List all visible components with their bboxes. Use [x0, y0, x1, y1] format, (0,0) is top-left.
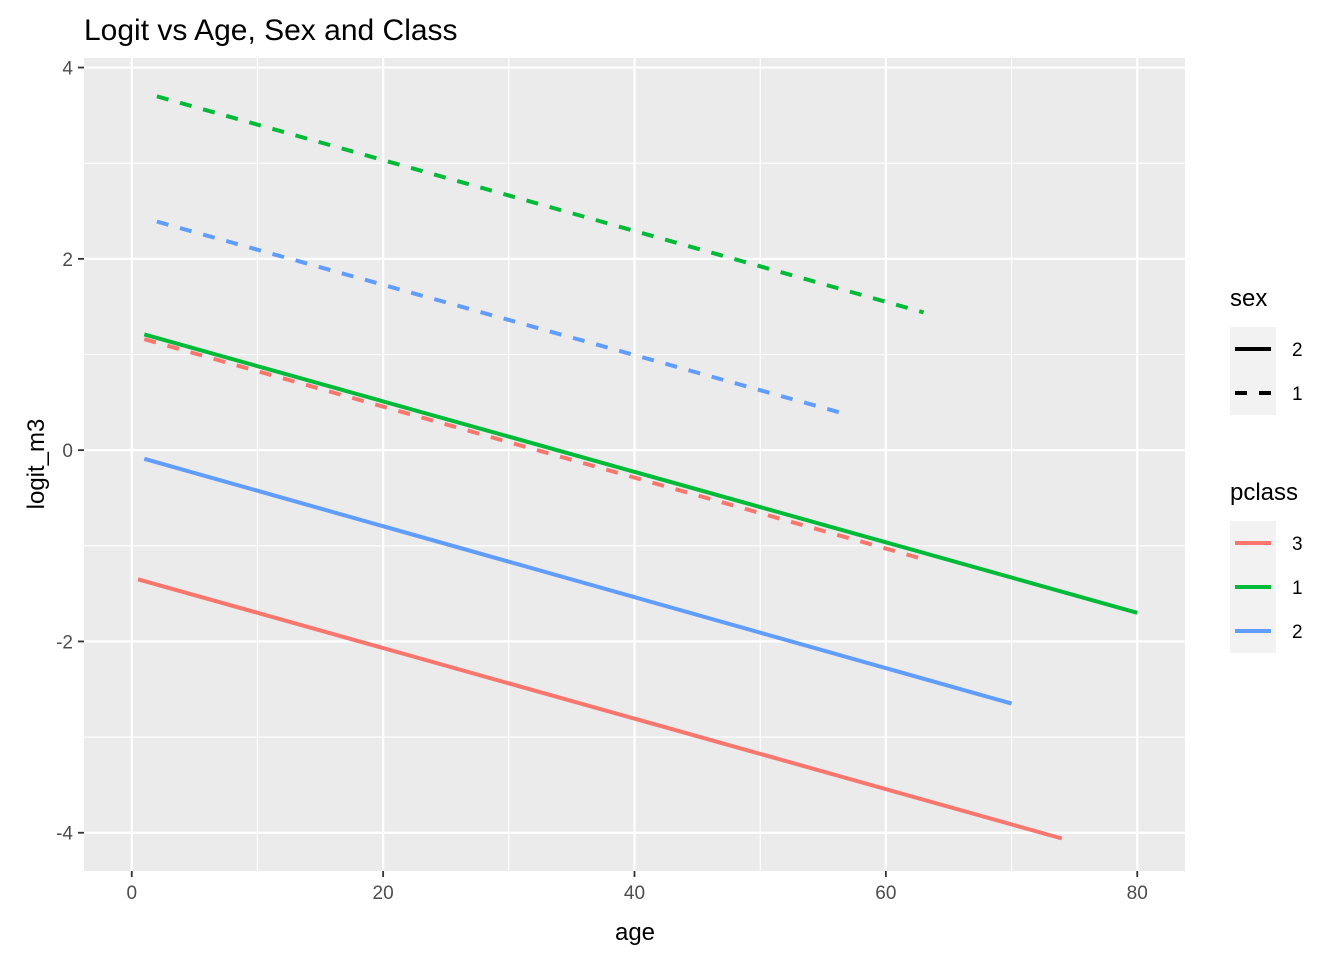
legend-label-sex-1: 1 — [1292, 384, 1303, 405]
x-tick-label: 20 — [373, 883, 394, 904]
y-axis-title: logit_m3 — [23, 419, 50, 510]
y-tick-label: 4 — [62, 59, 73, 80]
axes: 0 20 40 60 80 -4 -2 0 2 4 — [56, 59, 1148, 904]
y-tick-label: 0 — [62, 441, 73, 462]
series-lines — [137, 94, 1138, 841]
legend-label-pclass-3: 3 — [1292, 534, 1303, 555]
legend-label-pclass-2: 2 — [1292, 622, 1303, 643]
legend-label-pclass-1: 1 — [1292, 578, 1303, 599]
series-line-pclass-3-sex-2 — [137, 577, 1063, 841]
legend: sex 2 1 pclass 3 1 2 — [1230, 285, 1303, 653]
legend-title-sex: sex — [1230, 285, 1267, 312]
series-line-pclass-2-sex-2 — [143, 456, 1013, 706]
chart-title: Logit vs Age, Sex and Class — [84, 14, 458, 47]
x-axis-title: age — [615, 919, 655, 946]
series-line-pclass-1-sex-2 — [143, 332, 1138, 615]
series-line-pclass-3-sex-1 — [143, 337, 925, 562]
legend-key-background — [1230, 327, 1276, 415]
x-tick-label: 40 — [624, 883, 645, 904]
x-tick-label: 0 — [126, 883, 137, 904]
legend-label-sex-2: 2 — [1292, 340, 1303, 361]
legend-title-pclass: pclass — [1230, 479, 1298, 506]
y-tick-label: -4 — [56, 824, 73, 845]
y-tick-label: 2 — [62, 250, 73, 271]
y-tick-label: -2 — [56, 632, 73, 653]
x-tick-label: 60 — [875, 883, 896, 904]
x-tick-label: 80 — [1127, 883, 1148, 904]
grid — [84, 58, 1185, 871]
